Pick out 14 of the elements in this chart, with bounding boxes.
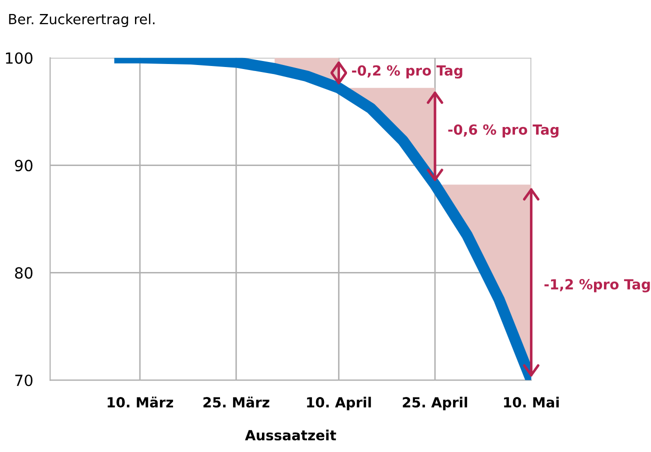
x-axis-title: Aussaatzeit xyxy=(245,430,336,440)
x-tick-label: 25. März xyxy=(203,396,270,408)
x-tick-label: 10. April xyxy=(307,396,371,410)
x-tick-label: 10. März xyxy=(108,396,174,408)
chart-title: Ber. Zuckerertrag rel. xyxy=(9,14,154,28)
x-tick-label: 10. Mai xyxy=(504,396,559,408)
y-tick-label: 100 xyxy=(6,52,32,64)
y-tick-label: 70 xyxy=(15,374,32,386)
annotation: -1,2 %pro Tag xyxy=(544,279,650,292)
annotation: -0,6 % pro Tag xyxy=(448,124,558,138)
x-tick-label: 25. April xyxy=(402,396,468,410)
annotation: -0,2 % pro Tag xyxy=(352,65,462,79)
y-tick-label: 80 xyxy=(15,267,32,279)
y-tick-label: 90 xyxy=(14,160,32,172)
